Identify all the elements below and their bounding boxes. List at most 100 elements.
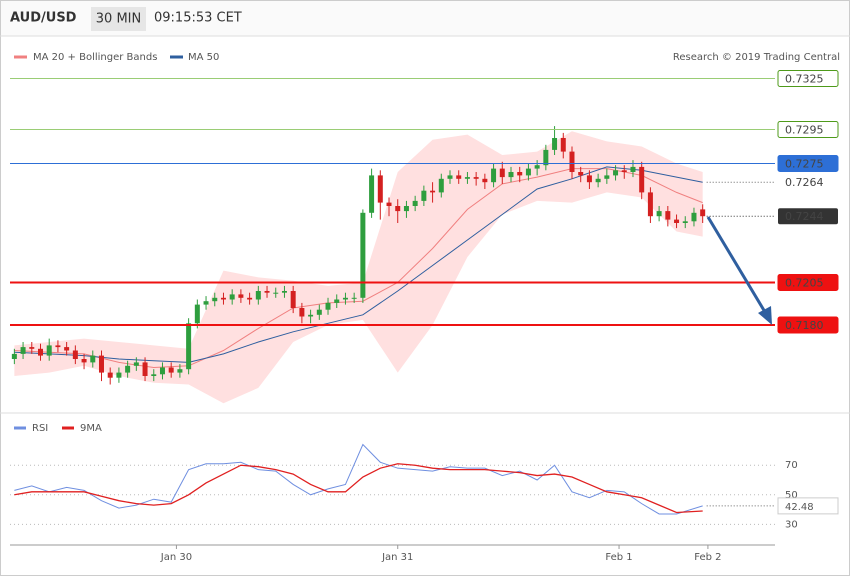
candle-body bbox=[177, 369, 183, 373]
rsi-value-label: 42.48 bbox=[785, 502, 814, 513]
candle-body bbox=[560, 138, 566, 152]
y-tick-label: 70 bbox=[785, 460, 798, 471]
candle-body bbox=[255, 291, 261, 300]
ma-value-label: 0.7264 bbox=[785, 176, 824, 189]
candle-body bbox=[46, 345, 52, 356]
time: 09:15:53 CET bbox=[154, 11, 242, 26]
series-line bbox=[14, 463, 703, 514]
interval: 30 MIN bbox=[96, 12, 141, 27]
candle-body bbox=[64, 347, 70, 351]
candle-body bbox=[630, 166, 636, 172]
candle-body bbox=[473, 177, 479, 179]
candle-body bbox=[613, 170, 619, 176]
candle-body bbox=[430, 190, 436, 193]
level-label-box bbox=[777, 274, 839, 291]
candle-body bbox=[386, 202, 392, 206]
moving-average bbox=[14, 166, 703, 363]
candle-body bbox=[90, 355, 96, 363]
legend-label: RSI bbox=[32, 423, 48, 434]
candle-body bbox=[691, 212, 697, 222]
x-tick-label: Jan 31 bbox=[381, 552, 413, 563]
candle-body bbox=[273, 292, 279, 294]
legend-label: MA 50 bbox=[188, 52, 219, 63]
candle-body bbox=[569, 151, 575, 172]
candle-body bbox=[81, 359, 87, 363]
candle-body bbox=[552, 138, 558, 150]
y-tick-label: 30 bbox=[785, 519, 798, 530]
projection-arrow-head bbox=[758, 306, 772, 325]
candle-body bbox=[674, 219, 680, 223]
candle-body bbox=[647, 192, 653, 217]
candle-body bbox=[682, 221, 688, 223]
candle-body bbox=[308, 314, 314, 317]
current-price-box bbox=[778, 208, 838, 225]
candle-body bbox=[159, 367, 165, 375]
candle-body bbox=[11, 353, 17, 359]
candle-body bbox=[464, 177, 470, 179]
candle-body bbox=[517, 172, 523, 176]
candle-body bbox=[142, 362, 148, 376]
candle-body bbox=[360, 212, 366, 298]
level-label: 0.7205 bbox=[785, 277, 824, 290]
candle-body bbox=[186, 323, 192, 370]
candle-body bbox=[534, 165, 540, 169]
level-label-box bbox=[777, 70, 839, 87]
candle-body bbox=[125, 365, 131, 373]
candle-body bbox=[578, 172, 584, 176]
candle-body bbox=[456, 175, 462, 179]
bollinger-band bbox=[14, 131, 703, 404]
projection-arrow bbox=[706, 216, 767, 313]
candle-body bbox=[264, 291, 270, 293]
candle-body bbox=[203, 301, 209, 305]
candle-body bbox=[700, 209, 706, 217]
candle-body bbox=[604, 175, 610, 179]
candle-body bbox=[168, 367, 174, 373]
candle-body bbox=[55, 345, 61, 348]
candle-body bbox=[482, 178, 488, 183]
candle-body bbox=[212, 297, 218, 302]
candle-body bbox=[220, 297, 226, 300]
credit: Research © 2019 Trading Central bbox=[673, 52, 840, 63]
candle-body bbox=[412, 200, 418, 206]
candle-body bbox=[325, 302, 331, 310]
level-label: 0.7275 bbox=[785, 158, 824, 171]
plot-layer: 0.7325 0.7295 0.7275 0.7205 0.7180 0.7244 0.72… bbox=[10, 52, 839, 563]
series-line bbox=[14, 443, 703, 515]
level-label: 0.7180 bbox=[785, 319, 824, 332]
candle-body bbox=[621, 170, 627, 172]
legend-label: 9MA bbox=[80, 423, 102, 434]
candle-body bbox=[639, 166, 645, 193]
candle-body bbox=[281, 291, 287, 293]
rsi-value-box bbox=[777, 497, 839, 515]
candle-body bbox=[37, 348, 43, 356]
candle-body bbox=[334, 299, 340, 303]
x-tick-label: Jan 30 bbox=[160, 552, 192, 563]
x-tick-label: Feb 2 bbox=[694, 552, 721, 563]
candle-body bbox=[342, 297, 348, 300]
candle-body bbox=[316, 309, 322, 315]
candle-body bbox=[20, 347, 26, 354]
candle-body bbox=[395, 206, 401, 212]
candle-body bbox=[525, 168, 531, 176]
candle-body bbox=[508, 172, 514, 178]
candle-body bbox=[586, 175, 592, 183]
candle-body bbox=[369, 175, 375, 213]
candle-body bbox=[403, 206, 409, 212]
candle-body bbox=[656, 211, 662, 217]
interval-box bbox=[91, 7, 146, 31]
ma-value-box bbox=[778, 174, 838, 191]
symbol: AUD/USD bbox=[10, 11, 77, 26]
candle-body bbox=[438, 178, 444, 193]
candle-body bbox=[116, 372, 122, 378]
candle-body bbox=[247, 297, 253, 300]
candle-body bbox=[447, 175, 453, 179]
y-tick-label: 50 bbox=[785, 490, 798, 501]
level-label: 0.7325 bbox=[785, 73, 824, 86]
candle-body bbox=[151, 374, 157, 376]
price-plot bbox=[11, 126, 706, 404]
candle-body bbox=[290, 291, 296, 308]
candle-body bbox=[421, 190, 427, 201]
candle-body bbox=[229, 294, 235, 300]
candle-body bbox=[29, 347, 35, 349]
